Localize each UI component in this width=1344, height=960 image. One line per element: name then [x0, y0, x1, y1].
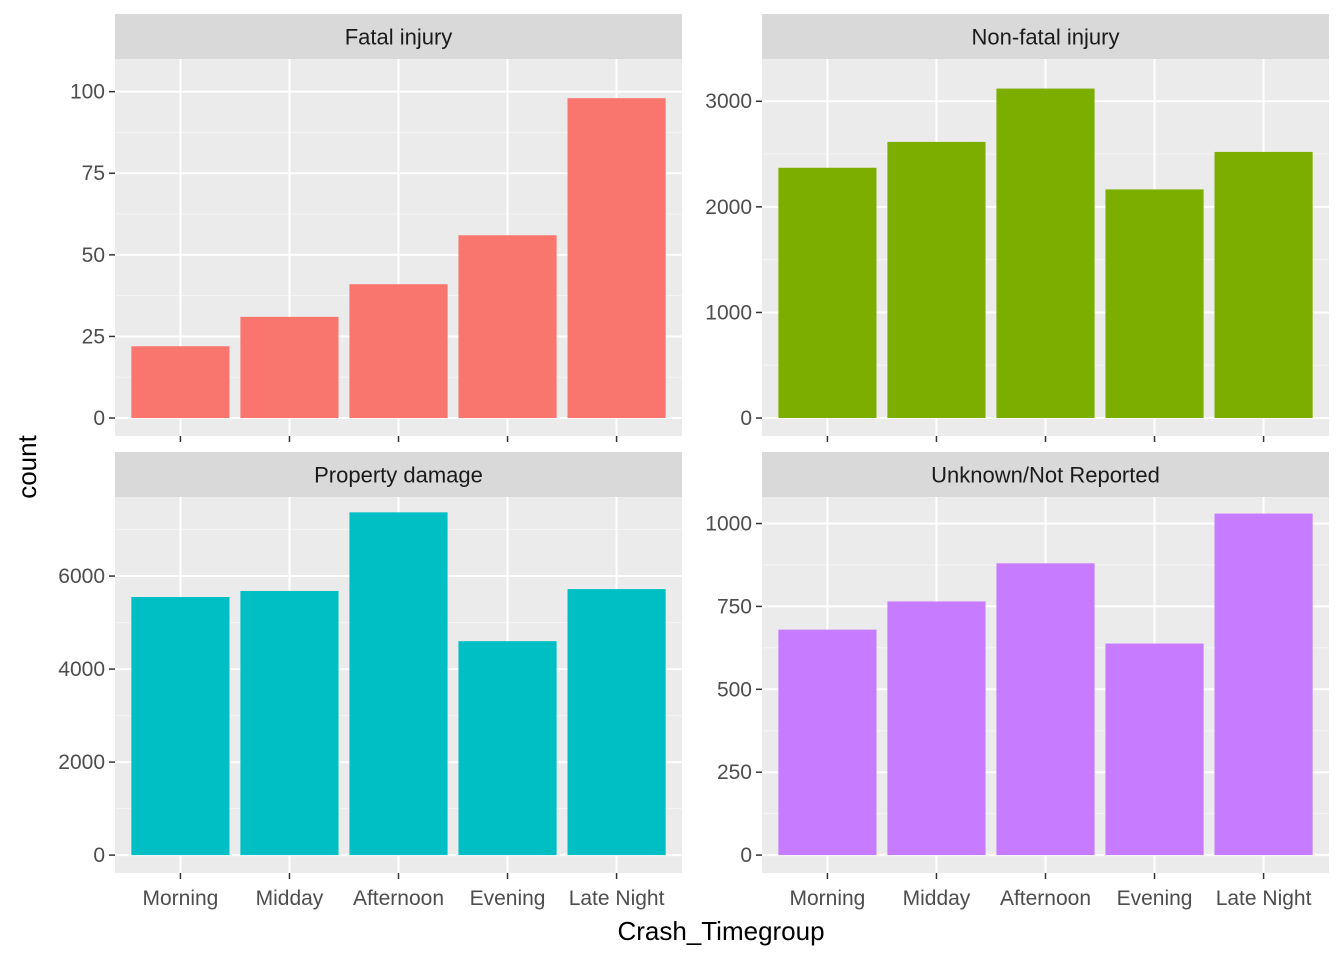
y-tick-label: 50 — [82, 244, 105, 267]
facet-title: Non-fatal injury — [972, 25, 1120, 50]
bar — [778, 167, 877, 419]
x-tick-label: Evening — [470, 887, 546, 910]
facet-title: Fatal injury — [345, 25, 453, 50]
x-tick-label: Evening — [1117, 887, 1193, 910]
bar — [1105, 643, 1204, 856]
y-tick-label: 2000 — [705, 196, 752, 219]
y-axis-title: count — [12, 434, 42, 498]
facet-panel: Property damage 0 2000 4000 6000 Morning Midda… — [58, 452, 682, 910]
y-tick-label: 0 — [740, 407, 752, 430]
bar — [887, 141, 986, 419]
y-tick-label: 3000 — [705, 90, 752, 113]
y-tick-label: 0 — [740, 844, 752, 867]
bar — [1105, 189, 1204, 419]
bar — [240, 316, 339, 419]
y-tick-label: 2000 — [58, 751, 105, 774]
facet-panel: Unknown/Not Reported 0 250 500 750 1000 Mornin… — [705, 452, 1329, 910]
y-tick-label: 250 — [717, 761, 752, 784]
x-tick-label: Midday — [903, 887, 971, 910]
y-tick-label: 0 — [93, 407, 105, 430]
facet-strip — [762, 452, 1329, 497]
y-tick-label: 25 — [82, 325, 105, 348]
bar — [131, 346, 230, 419]
facet-strip — [115, 14, 682, 59]
bar — [1214, 151, 1313, 419]
y-tick-label: 100 — [70, 81, 105, 104]
bar — [458, 641, 557, 856]
x-tick-label: Midday — [256, 887, 324, 910]
facet-title: Property damage — [314, 463, 483, 488]
bar — [887, 601, 986, 856]
bar — [458, 235, 557, 419]
x-tick-label: Late Night — [1216, 887, 1312, 910]
facet-title: Unknown/Not Reported — [931, 463, 1160, 488]
x-tick-label: Afternoon — [1000, 887, 1091, 910]
x-axis-title: Crash_Timegroup — [617, 916, 824, 946]
bar — [567, 589, 666, 856]
bar — [567, 98, 666, 419]
y-tick-label: 1000 — [705, 513, 752, 536]
y-tick-label: 500 — [717, 678, 752, 701]
bar — [996, 563, 1095, 856]
facet-strip — [762, 14, 1329, 59]
bar — [778, 629, 877, 856]
y-tick-label: 75 — [82, 162, 105, 185]
y-tick-label: 6000 — [58, 565, 105, 588]
x-tick-label: Late Night — [569, 887, 665, 910]
bar — [349, 512, 448, 856]
x-tick-label: Morning — [142, 887, 218, 910]
bar — [996, 88, 1095, 419]
facet-strip — [115, 452, 682, 497]
y-tick-label: 4000 — [58, 658, 105, 681]
bar — [240, 590, 339, 856]
y-tick-label: 750 — [717, 595, 752, 618]
bar — [349, 284, 448, 419]
facet-panel: Non-fatal injury 0 1000 2000 3000 — [705, 14, 1329, 442]
bar — [1214, 513, 1313, 856]
bar — [131, 596, 230, 856]
y-tick-label: 1000 — [705, 301, 752, 324]
x-tick-label: Morning — [789, 887, 865, 910]
facet-panel: Fatal injury 0 25 50 75 100 — [70, 14, 682, 442]
x-tick-label: Afternoon — [353, 887, 444, 910]
y-tick-label: 0 — [93, 844, 105, 867]
